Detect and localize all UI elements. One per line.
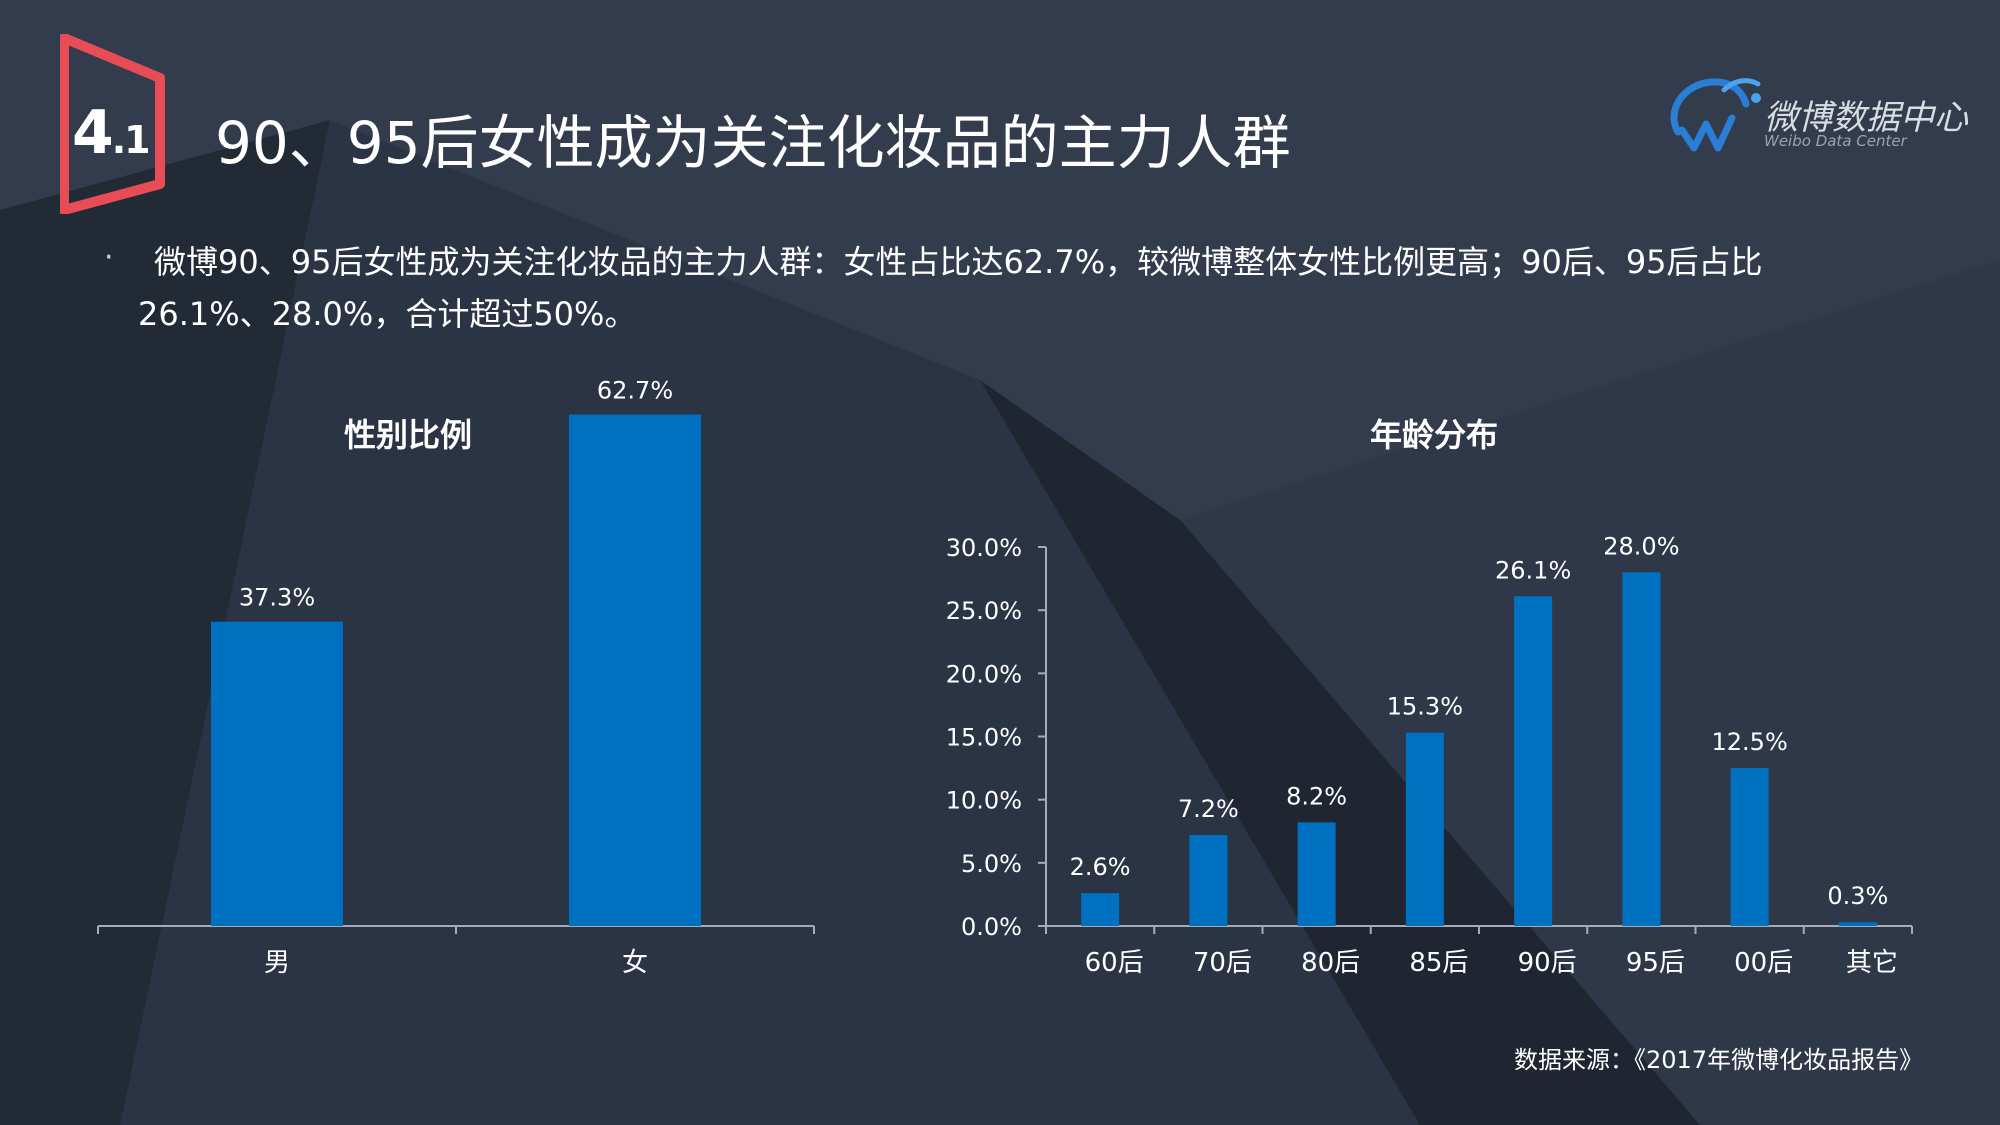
category-label: 90后 <box>1518 948 1577 978</box>
page-title: 90、95后女性成为关注化妆品的主力人群 <box>215 109 1291 177</box>
y-tick-label: 15.0% <box>946 724 1022 752</box>
data-label: 2.6% <box>1070 853 1131 881</box>
data-source: 数据来源：《2017年微博化妆品报告》 <box>1514 1046 1924 1074</box>
y-tick-label: 30.0% <box>946 534 1022 562</box>
bar-7 <box>1838 922 1877 926</box>
bar-4 <box>1514 596 1553 926</box>
category-label: 80后 <box>1301 948 1360 978</box>
data-label: 62.7% <box>597 377 673 405</box>
y-tick-label: 5.0% <box>961 850 1022 878</box>
data-label: 7.2% <box>1178 795 1239 823</box>
bullet-dot: · <box>104 240 114 275</box>
weibo-logo-icon <box>1670 78 1761 152</box>
logo-subtitle: Weibo Data Center <box>1764 132 1907 150</box>
data-label: 15.3% <box>1387 693 1463 721</box>
category-label: 女 <box>622 948 648 978</box>
category-label: 00后 <box>1734 948 1793 978</box>
category-label: 95后 <box>1626 948 1685 978</box>
bar-6 <box>1730 768 1769 926</box>
gender-chart-title: 性别比例 <box>344 416 473 454</box>
summary-text: 微博90、95后女性成为关注化妆品的主力人群：女性占比达62.7%，较微博整体女… <box>138 243 1763 333</box>
data-label: 12.5% <box>1712 728 1788 756</box>
bar-1 <box>1189 835 1228 926</box>
bar-5 <box>1622 572 1661 926</box>
category-label: 男 <box>264 948 290 978</box>
data-label: 26.1% <box>1495 556 1571 584</box>
data-label: 8.2% <box>1286 782 1347 810</box>
y-tick-label: 25.0% <box>946 597 1022 625</box>
bar-0 <box>1081 893 1120 926</box>
bar-1 <box>569 414 701 926</box>
category-label: 其它 <box>1846 948 1898 978</box>
y-tick-label: 10.0% <box>946 787 1022 815</box>
category-label: 85后 <box>1409 948 1468 978</box>
category-label: 60后 <box>1085 948 1144 978</box>
data-label: 37.3% <box>239 584 315 612</box>
bar-0 <box>211 621 343 926</box>
bar-2 <box>1297 822 1336 926</box>
category-label: 70后 <box>1193 948 1252 978</box>
bar-3 <box>1405 732 1444 926</box>
y-tick-label: 0.0% <box>961 913 1022 941</box>
data-label: 28.0% <box>1603 532 1679 560</box>
logo-name: 微博数据中心 <box>1764 98 1968 138</box>
section-number: 4.1 <box>72 98 151 168</box>
data-label: 0.3% <box>1827 882 1888 910</box>
section-badge-frame <box>60 34 165 214</box>
age-chart-title: 年龄分布 <box>1370 416 1499 454</box>
y-tick-label: 20.0% <box>946 660 1022 688</box>
